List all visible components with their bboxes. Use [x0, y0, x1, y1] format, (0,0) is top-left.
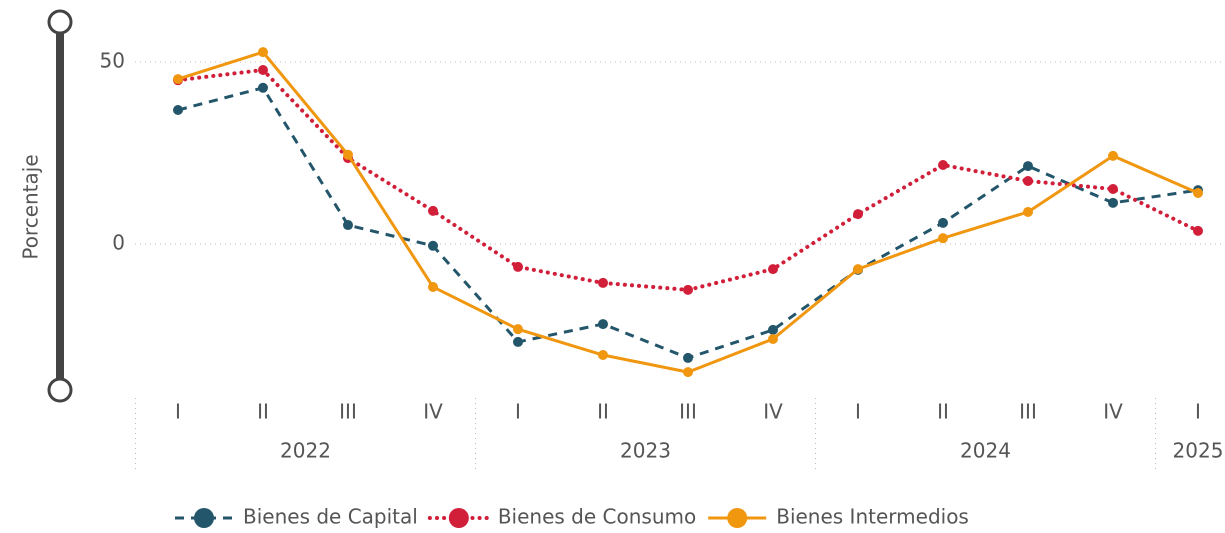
- data-point: [343, 149, 353, 160]
- data-point: [428, 240, 438, 251]
- data-point: [683, 284, 693, 295]
- legend-marker: [194, 508, 214, 528]
- data-point: [428, 281, 438, 292]
- legend-label: Bienes de Consumo: [498, 505, 696, 529]
- zoom-slider-handle[interactable]: [47, 377, 73, 403]
- legend-label: Bienes Intermedios: [776, 505, 969, 529]
- series-line: [177, 86, 1199, 360]
- data-point: [938, 159, 948, 170]
- data-point: [1023, 206, 1033, 217]
- data-point: [343, 220, 353, 231]
- x-tick-label: II: [257, 400, 269, 424]
- data-point: [513, 336, 523, 347]
- x-tick-label: IV: [1103, 400, 1123, 424]
- data-point: [768, 324, 778, 335]
- data-point: [173, 74, 183, 85]
- data-point: [513, 324, 523, 335]
- legend-label: Bienes de Capital: [243, 505, 418, 529]
- data-point: [513, 261, 523, 272]
- data-point: [258, 64, 268, 75]
- data-point: [853, 264, 863, 275]
- legend-marker: [727, 508, 748, 528]
- data-point: [598, 277, 608, 288]
- x-group-label: 2025: [1173, 439, 1224, 463]
- data-point: [938, 233, 948, 244]
- x-tick-label: III: [679, 400, 697, 424]
- x-tick-label: III: [339, 400, 357, 424]
- data-point: [768, 264, 778, 275]
- y-axis-label: Porcentaje: [19, 154, 43, 259]
- data-point: [1023, 161, 1033, 172]
- data-point: [258, 47, 268, 58]
- data-point: [683, 352, 693, 363]
- data-point: [938, 217, 948, 228]
- x-tick-label: IV: [423, 400, 443, 424]
- x-group-label: 2023: [620, 439, 671, 463]
- legend-marker: [448, 508, 469, 528]
- data-point: [1108, 184, 1118, 195]
- x-tick-label: III: [1019, 400, 1037, 424]
- data-point: [598, 350, 608, 361]
- data-point: [683, 367, 693, 378]
- data-point: [1108, 150, 1118, 161]
- x-tick-label: I: [1195, 400, 1201, 424]
- data-point: [258, 82, 268, 93]
- data-point: [173, 105, 183, 116]
- x-group-label: 2024: [960, 439, 1011, 463]
- data-point: [853, 209, 863, 220]
- x-tick-label: II: [597, 400, 609, 424]
- zoom-slider-handle[interactable]: [47, 9, 73, 35]
- data-point: [428, 205, 438, 216]
- x-tick-label: I: [175, 400, 181, 424]
- series-line: [177, 50, 1199, 374]
- data-point: [1193, 225, 1203, 236]
- y-tick-label: 0: [112, 230, 125, 254]
- x-group-label: 2022: [280, 439, 331, 463]
- data-point: [598, 319, 608, 330]
- data-point: [1023, 176, 1033, 187]
- y-tick-label: 50: [100, 48, 125, 72]
- x-tick-label: II: [937, 400, 949, 424]
- x-tick-label: I: [515, 400, 521, 424]
- data-point: [1108, 197, 1118, 208]
- data-point: [768, 333, 778, 344]
- x-tick-label: IV: [763, 400, 783, 424]
- data-point: [1193, 188, 1203, 199]
- x-tick-label: I: [855, 400, 861, 424]
- series-line: [176, 67, 1200, 292]
